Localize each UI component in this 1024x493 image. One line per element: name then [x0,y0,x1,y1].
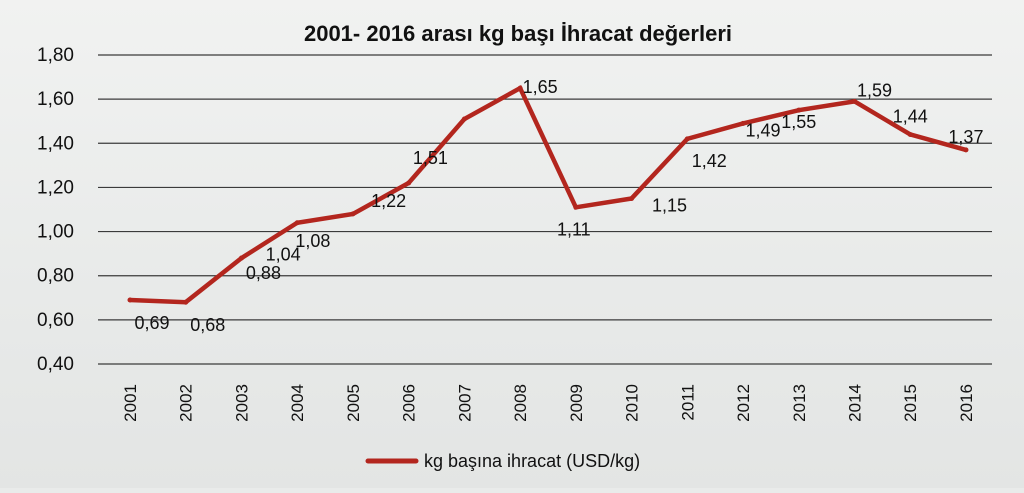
x-tick-label: 2003 [232,384,251,422]
data-label: 1,04 [266,245,301,265]
data-point [127,297,133,303]
x-tick-label: 2013 [790,384,809,422]
data-label: 1,59 [857,80,892,100]
data-label: 1,55 [781,112,816,132]
data-point [740,120,746,126]
y-tick-label: 0,80 [37,266,74,287]
y-tick-label: 1,00 [37,222,74,243]
x-tick-label: 2001 [121,384,140,422]
data-label: 1,37 [948,127,983,147]
x-tick-label: 2005 [344,384,363,422]
data-point [406,180,412,186]
data-point [183,299,189,305]
data-point [461,116,467,122]
x-tick-label: 2015 [901,384,920,422]
data-point [238,255,244,261]
data-label: 1,22 [371,191,406,211]
series-layer [127,84,969,305]
data-label: 0,69 [134,313,169,333]
data-point [963,147,969,153]
x-tick-label: 2004 [288,384,307,422]
data-label: 1,42 [692,151,727,171]
series-line [127,84,969,305]
data-label: 1,49 [746,120,781,140]
y-tick-label: 0,60 [37,310,74,331]
chart-title: 2001- 2016 arası kg başı İhracat değerle… [304,21,732,46]
x-tick-label: 2014 [845,384,864,422]
x-tick-label: 2008 [511,384,530,422]
data-point [629,195,635,201]
data-point [573,204,579,210]
y-tick-label: 1,20 [37,177,74,198]
data-point [851,98,857,104]
x-tick-label: 2012 [734,384,753,422]
data-label: 1,08 [295,231,330,251]
x-tick-label: 2007 [455,384,474,422]
x-tick-label: 2006 [400,384,419,422]
x-tick-label: 2016 [957,384,976,422]
y-axis-ticks: 0,40 0,60 0,80 1,00 1,20 1,40 1,60 1,80 [37,45,74,375]
data-label: 0,88 [246,263,281,283]
data-label: 1,15 [652,195,687,215]
x-axis-ticks: 2001 2002 2003 2004 2005 2006 2007 2008 2009 2010… [121,384,976,422]
data-point [517,85,523,91]
y-tick-label: 1,80 [37,45,74,66]
data-labels: 0,69 0,68 0,881,041,08 1,22 1,51 1,65 1,11 1,15… [134,77,983,335]
data-label: 1,65 [523,77,558,97]
data-label: 1,44 [893,106,928,126]
data-point [684,136,690,142]
x-tick-label: 2010 [623,384,642,422]
data-label: 0,68 [190,315,225,335]
y-tick-label: 1,60 [37,89,74,110]
x-tick-label: 2002 [177,384,196,422]
legend-label: kg başına ihracat (USD/kg) [424,451,640,471]
data-label: 1,11 [557,219,591,239]
data-point [350,211,356,217]
y-tick-label: 1,40 [37,133,74,154]
data-point [907,131,913,137]
data-label: 1,51 [413,148,448,168]
data-point [294,220,300,226]
y-tick-label: 0,40 [37,354,74,375]
x-tick-label: 2009 [567,384,586,422]
legend: kg başına ihracat (USD/kg) [365,451,640,471]
x-tick-label: 2011 [678,384,697,421]
data-point [796,107,802,113]
